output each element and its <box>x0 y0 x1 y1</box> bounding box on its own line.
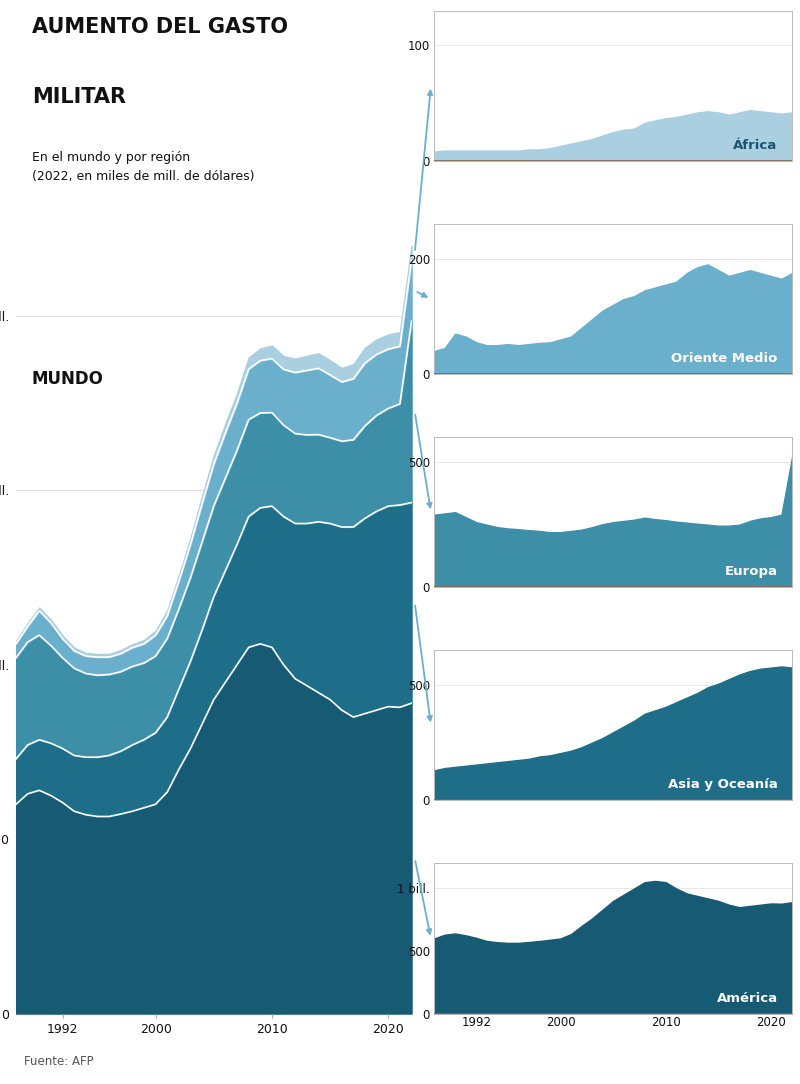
Text: África: África <box>734 139 778 152</box>
Text: MUNDO: MUNDO <box>32 370 104 388</box>
Text: En el mundo y por región
(2022, en miles de mill. de dólares): En el mundo y por región (2022, en miles… <box>32 152 254 183</box>
Text: AUMENTO DEL GASTO: AUMENTO DEL GASTO <box>32 17 288 37</box>
Text: MILITAR: MILITAR <box>32 87 126 107</box>
Text: Asia y Oceanía: Asia y Oceanía <box>668 778 778 791</box>
Text: América: América <box>717 992 778 1005</box>
Text: Fuente: AFP: Fuente: AFP <box>24 1055 94 1068</box>
Text: Oriente Medio: Oriente Medio <box>671 352 778 365</box>
Text: Europa: Europa <box>725 565 778 578</box>
